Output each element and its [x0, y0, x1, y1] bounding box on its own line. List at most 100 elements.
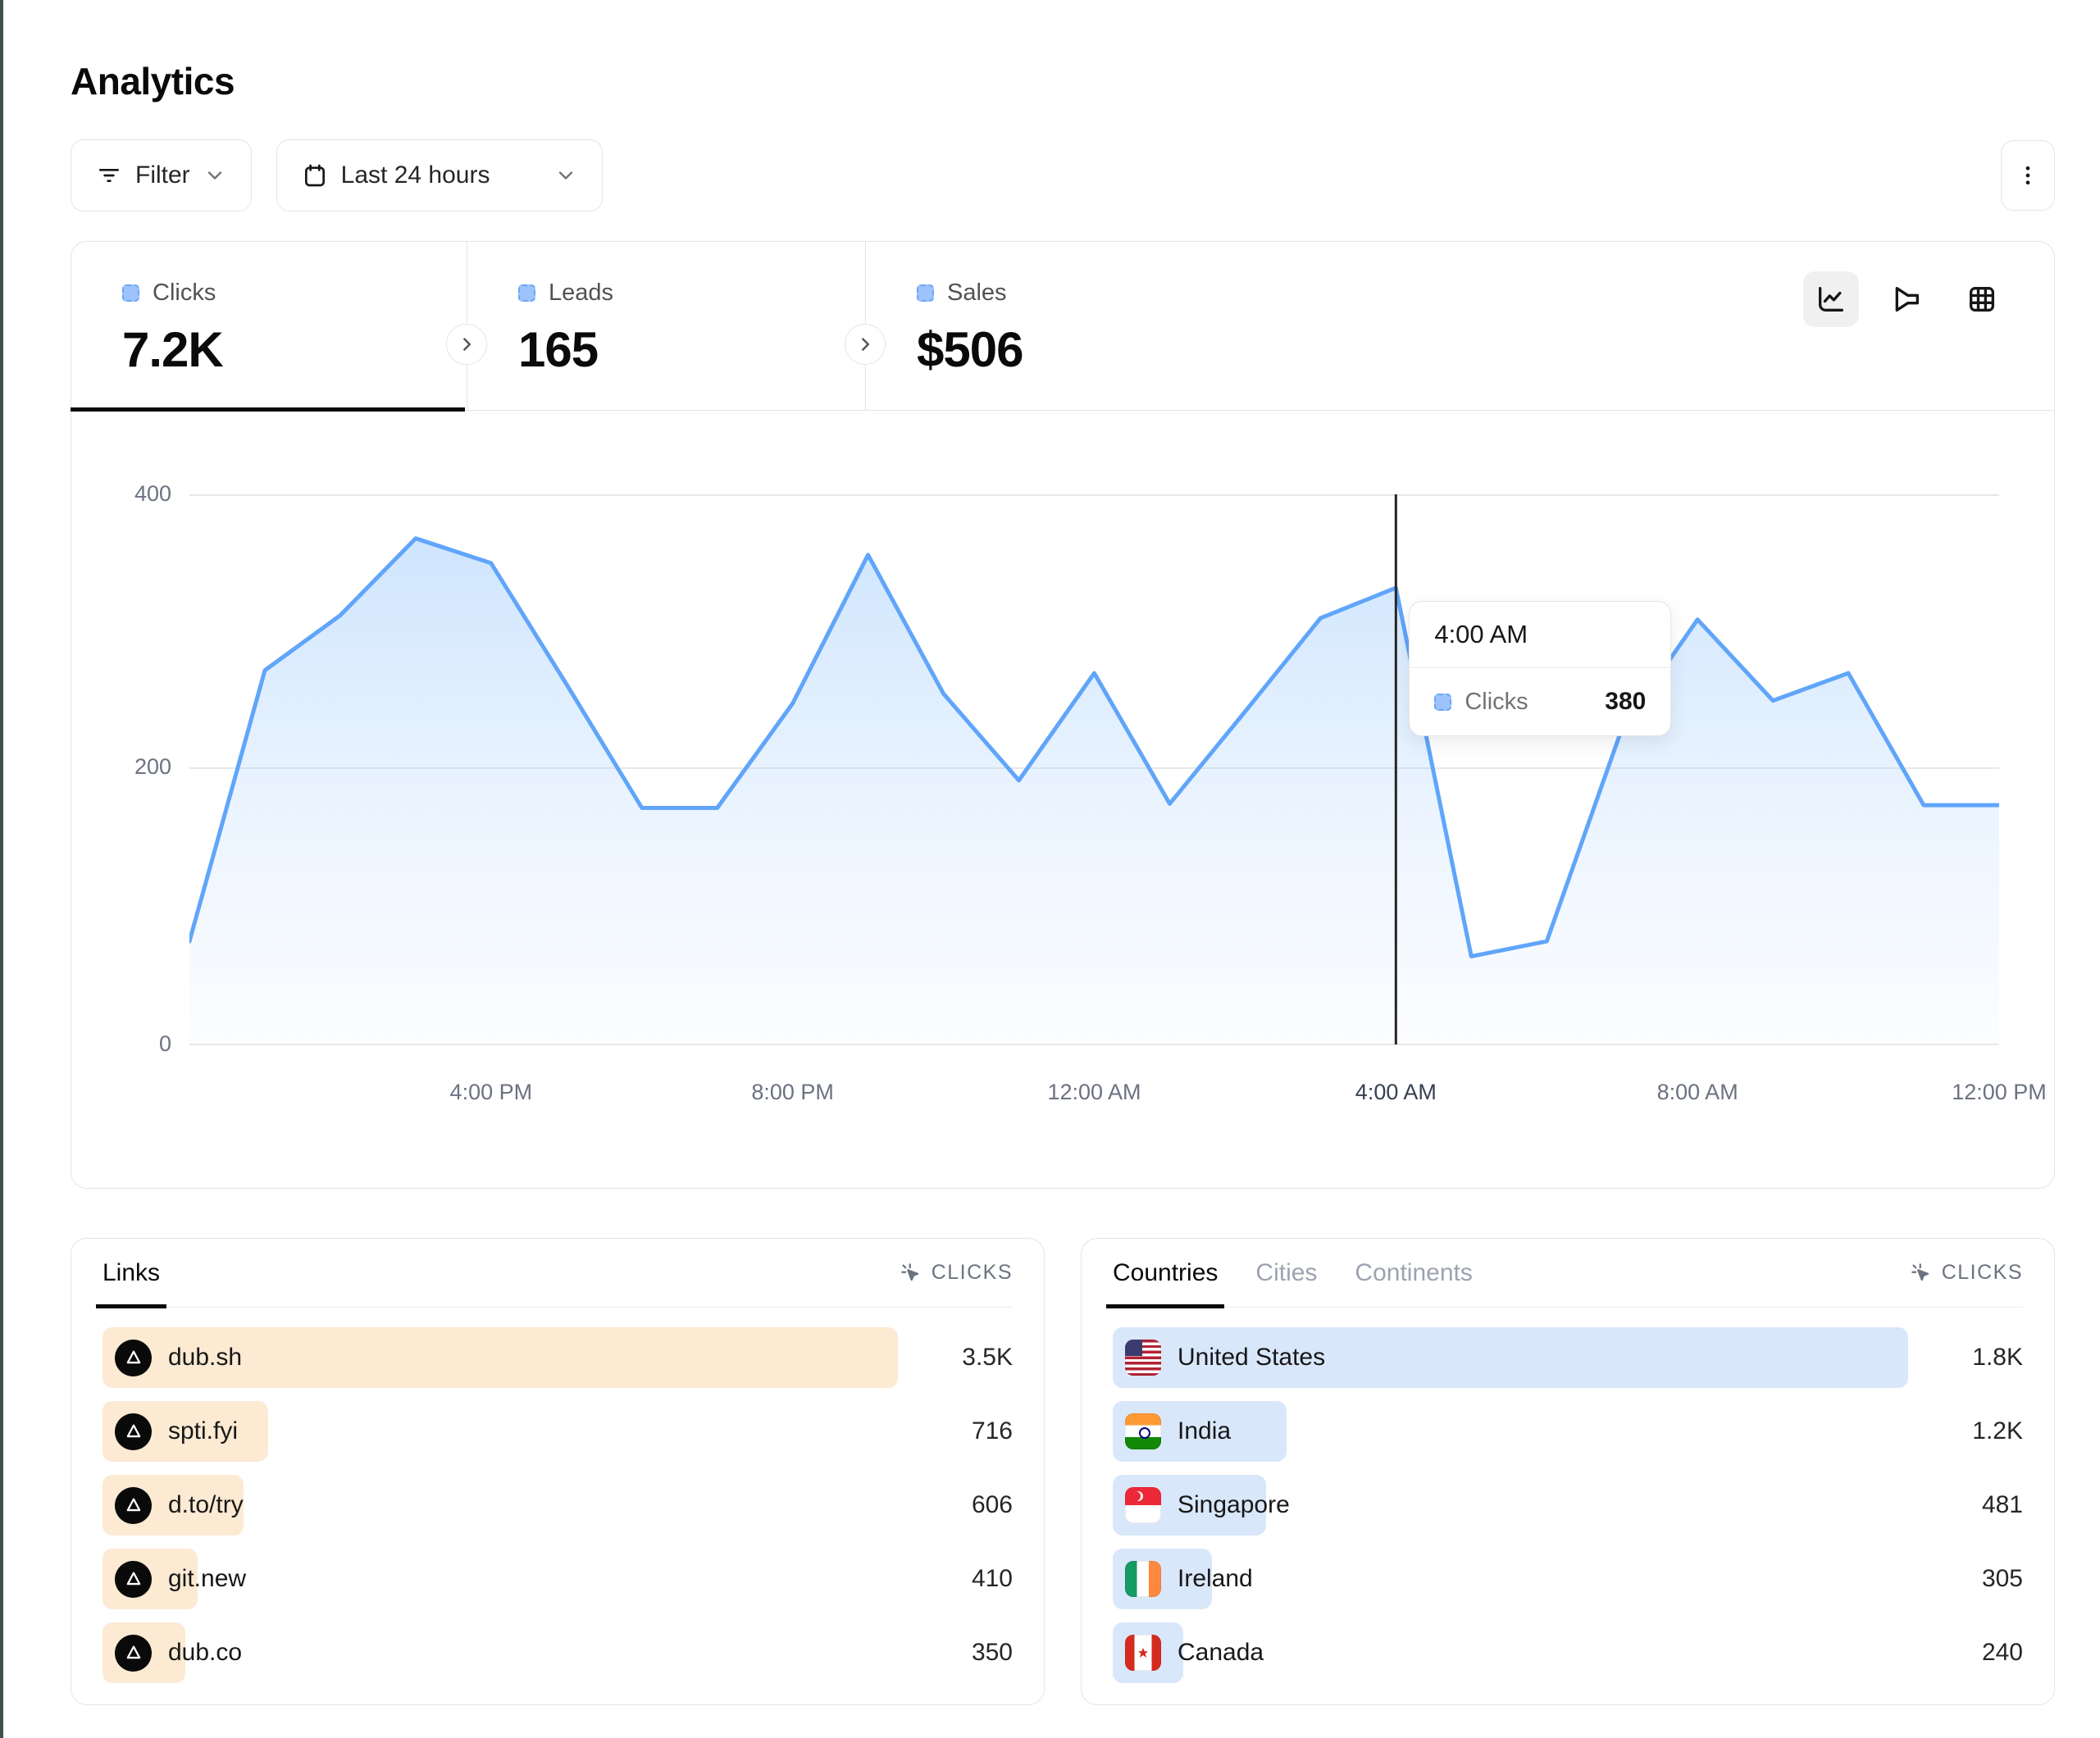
link-name: git.new	[168, 1565, 247, 1592]
y-axis-tick-400: 400	[134, 481, 171, 506]
table-grid-icon[interactable]	[1954, 271, 2010, 327]
clicks-legend-swatch	[122, 284, 139, 302]
analytics-chart-card: Clicks 7.2K Leads 165 Sales $506	[71, 241, 2055, 1189]
country-row-canada[interactable]: Canada 240	[1113, 1622, 2023, 1683]
links-metric-header[interactable]: CLICKS	[899, 1261, 1013, 1285]
us-flag-icon	[1125, 1340, 1161, 1376]
date-range-label: Last 24 hours	[340, 162, 490, 189]
analytics-page: Analytics Filter Last 24 hours	[71, 0, 2055, 1705]
breakdown-panels: Links CLICKS dub.sh 3.5K	[71, 1238, 2055, 1705]
sales-value: $506	[917, 322, 1023, 377]
dub-logo-icon	[115, 1413, 152, 1450]
cursor-click-icon	[899, 1261, 923, 1285]
country-bar	[1113, 1327, 1908, 1388]
ireland-flag-icon	[1125, 1561, 1161, 1597]
chart-line	[189, 536, 1999, 959]
tooltip-value: 380	[1605, 688, 1647, 715]
x-axis-tick: 4:00 PM	[449, 1080, 533, 1104]
filter-icon	[96, 162, 122, 189]
page-title: Analytics	[71, 60, 235, 102]
tooltip-time: 4:00 AM	[1410, 602, 1671, 668]
chevron-down-icon	[203, 164, 226, 187]
tab-continents[interactable]: Continents	[1355, 1258, 1473, 1286]
x-axis-tick: 8:00 PM	[751, 1080, 834, 1104]
country-name: Ireland	[1178, 1565, 1253, 1592]
tab-links[interactable]: Links	[95, 1239, 167, 1308]
dub-logo-icon	[115, 1486, 152, 1524]
link-name: spti.fyi	[168, 1417, 239, 1445]
dub-logo-icon	[115, 1634, 152, 1672]
tab-sales[interactable]: Sales $506	[865, 242, 2054, 410]
expand-clicks-leads-button[interactable]	[446, 324, 487, 365]
link-row-git-new[interactable]: git.new 410	[102, 1549, 1013, 1609]
tab-countries[interactable]: Countries	[1105, 1239, 1225, 1308]
clicks-chart[interactable]: 400 200 0 4:00 PM 8:00 PM 12:00 AM	[71, 411, 2054, 1186]
country-name: Canada	[1178, 1639, 1264, 1666]
leads-label: Leads	[549, 280, 614, 306]
country-row-singapore[interactable]: Singapore 481	[1113, 1475, 2023, 1536]
link-row-spti-fyi[interactable]: spti.fyi 716	[102, 1401, 1013, 1462]
country-clicks-value: 1.8K	[1972, 1344, 2023, 1371]
link-row-d-to-try[interactable]: d.to/try 606	[102, 1475, 1013, 1536]
chart-area-fill	[189, 538, 1999, 1044]
dub-logo-icon	[115, 1560, 152, 1598]
tab-clicks[interactable]: Clicks 7.2K	[71, 242, 467, 410]
country-name: Singapore	[1178, 1491, 1290, 1518]
stats-tabs: Clicks 7.2K Leads 165 Sales $506	[71, 242, 2054, 412]
gridline-400	[189, 494, 1999, 496]
y-axis-tick-200: 200	[134, 754, 171, 779]
country-row-united-states[interactable]: United States 1.8K	[1113, 1327, 2023, 1388]
link-row-dub-co[interactable]: dub.co 350	[102, 1622, 1013, 1683]
x-axis-tick: 12:00 PM	[1952, 1080, 2047, 1104]
area-chart-plot	[189, 494, 1999, 1044]
singapore-flag-icon	[1125, 1487, 1161, 1523]
country-row-ireland[interactable]: Ireland 305	[1113, 1549, 2023, 1609]
y-axis-tick-0: 0	[158, 1031, 171, 1056]
cursor-click-icon	[1909, 1261, 1934, 1285]
tab-leads[interactable]: Leads 165	[467, 242, 865, 410]
links-rows: dub.sh 3.5K spti.fyi 716	[71, 1308, 1044, 1683]
sales-label: Sales	[947, 280, 1007, 306]
link-clicks-value: 410	[971, 1565, 1013, 1592]
x-axis-tick-hovered: 4:00 AM	[1355, 1080, 1437, 1104]
chart-tooltip: 4:00 AM Clicks 380	[1409, 601, 1672, 736]
active-tab-underline	[71, 407, 465, 412]
geo-panel: Countries Cities Continents CLICKS Unite…	[1081, 1238, 2055, 1705]
kebab-menu-icon	[2016, 163, 2040, 188]
link-clicks-value: 350	[971, 1639, 1013, 1666]
geo-metric-header[interactable]: CLICKS	[1909, 1261, 2023, 1285]
clicks-value: 7.2K	[122, 322, 224, 377]
line-chart-icon[interactable]	[1803, 271, 1859, 327]
link-clicks-value: 3.5K	[962, 1344, 1013, 1371]
leads-value: 165	[518, 322, 599, 377]
link-bar	[102, 1327, 898, 1388]
link-row-dub-sh[interactable]: dub.sh 3.5K	[102, 1327, 1013, 1388]
funnel-chart-icon[interactable]	[1879, 271, 1934, 327]
dub-logo-icon	[115, 1339, 152, 1376]
links-panel: Links CLICKS dub.sh 3.5K	[71, 1238, 1045, 1705]
country-clicks-value: 1.2K	[1972, 1417, 2023, 1445]
india-flag-icon	[1125, 1413, 1161, 1449]
date-range-button[interactable]: Last 24 hours	[276, 139, 603, 212]
link-name: d.to/try	[168, 1491, 244, 1518]
link-clicks-value: 606	[971, 1491, 1013, 1518]
country-clicks-value: 305	[1981, 1565, 2023, 1592]
country-clicks-value: 481	[1981, 1491, 2023, 1518]
clicks-label: Clicks	[153, 280, 216, 306]
tab-cities[interactable]: Cities	[1255, 1258, 1318, 1286]
country-row-india[interactable]: India 1.2K	[1113, 1401, 2023, 1462]
chevron-down-icon	[554, 164, 577, 187]
filter-button-label: Filter	[135, 162, 190, 189]
filter-button[interactable]: Filter	[71, 139, 252, 212]
calendar-icon	[302, 162, 328, 189]
link-name: dub.co	[168, 1639, 243, 1666]
more-options-button[interactable]	[2001, 140, 2055, 211]
x-axis-tick: 8:00 AM	[1656, 1080, 1738, 1104]
toolbar: Filter Last 24 hours	[71, 139, 2055, 212]
geo-rows: United States 1.8K India 1.2K	[1082, 1308, 2054, 1683]
expand-leads-sales-button[interactable]	[845, 324, 886, 365]
x-axis-tick: 12:00 AM	[1047, 1080, 1141, 1104]
tooltip-clicks-swatch	[1434, 693, 1452, 711]
country-clicks-value: 240	[1981, 1639, 2023, 1666]
chart-type-switcher	[1803, 271, 2010, 327]
